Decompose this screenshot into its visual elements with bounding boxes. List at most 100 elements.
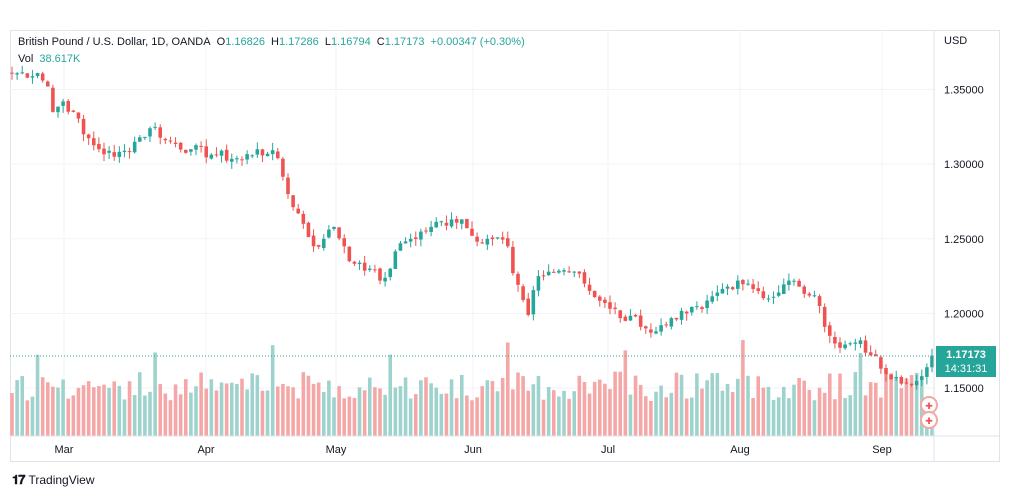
time-axis[interactable]: Mar Apr May Jun Jul Aug Sep <box>55 444 892 456</box>
volume-bar <box>362 390 367 436</box>
candle-body <box>194 145 198 150</box>
candle-body <box>582 272 587 284</box>
candle-body <box>199 145 203 147</box>
volume-bar <box>449 379 454 436</box>
candle-body <box>827 325 832 336</box>
volume-bar <box>720 390 725 436</box>
candle-body <box>894 376 899 379</box>
time-tick-label: Sep <box>872 444 892 456</box>
volume-bar <box>603 383 607 436</box>
candle-body <box>557 270 561 273</box>
volume-bar <box>577 375 582 436</box>
candle-body <box>71 110 76 112</box>
volume-bar <box>413 394 418 436</box>
volume-bar <box>674 372 679 436</box>
candle-body <box>495 237 500 239</box>
volume-bar <box>235 383 239 436</box>
candle-body <box>321 238 326 248</box>
candle-body <box>204 146 209 158</box>
volume-bar <box>270 345 275 436</box>
volume-bar <box>35 354 40 436</box>
candle-body <box>603 299 607 303</box>
volume-bar <box>490 381 495 436</box>
candle-body <box>459 219 464 224</box>
volume-bar <box>833 399 837 436</box>
volume-bars <box>10 340 934 436</box>
volume-bar <box>797 377 801 436</box>
candle-body <box>587 284 592 291</box>
volume-bar <box>240 378 244 436</box>
low-value: 1.16794 <box>330 36 371 48</box>
volume-bar <box>618 371 623 436</box>
candle-body <box>884 367 888 375</box>
candle-body <box>61 101 65 106</box>
candle-body <box>91 138 96 146</box>
volume-bar <box>378 388 382 436</box>
candle-body <box>925 367 929 377</box>
candle-body <box>332 226 336 229</box>
candle-body <box>771 296 776 298</box>
candle-body <box>229 158 234 162</box>
candle-body <box>112 152 117 157</box>
volume-bar <box>265 390 270 436</box>
candle-body <box>909 383 914 386</box>
volume-value: 38.617K <box>39 53 81 65</box>
candle-body <box>465 218 469 229</box>
volume-bar <box>838 373 842 436</box>
candle-body <box>444 222 449 226</box>
volume-bar <box>107 387 111 436</box>
candle-body <box>776 292 781 296</box>
candle-body <box>158 127 163 138</box>
candle-body <box>347 246 352 262</box>
volume-bar <box>224 383 229 436</box>
candles <box>10 65 934 390</box>
candle-body <box>291 195 295 208</box>
volume-bar <box>889 373 893 436</box>
bar-countdown: 14:31:31 <box>944 363 988 375</box>
volume-bar <box>132 394 137 436</box>
volume-bar <box>664 397 669 436</box>
candle-body <box>720 288 725 294</box>
volume-bar <box>393 387 398 436</box>
volume-bar <box>562 390 566 436</box>
candle-body <box>643 326 648 329</box>
volume-bar <box>245 389 249 436</box>
volume-bar <box>398 386 403 436</box>
candle-body <box>209 154 214 159</box>
volume-bar <box>163 393 168 436</box>
volume-bar <box>597 379 602 436</box>
volume-bar <box>848 395 853 436</box>
volume-bar <box>199 372 203 436</box>
volume-bar <box>546 386 551 436</box>
candle-body <box>914 381 919 386</box>
candle-body <box>730 287 735 290</box>
price-tick-label: 1.35000 <box>944 85 984 97</box>
volume-bar <box>250 373 255 436</box>
volume-label[interactable]: Vol <box>18 53 34 65</box>
candle-body <box>260 149 265 156</box>
volume-bar <box>15 380 19 436</box>
candle-body <box>551 271 556 273</box>
candle-body <box>362 262 367 271</box>
volume-bar <box>592 381 597 436</box>
volume-bar <box>255 375 260 436</box>
volume-bar <box>40 377 45 436</box>
footer[interactable]: 𝟏𝟕 TradingView <box>12 472 95 488</box>
volume-bar <box>567 398 571 436</box>
symbol-name[interactable]: British Pound / U.S. Dollar, 1D, OANDA <box>18 36 211 48</box>
close-label: C <box>376 36 385 48</box>
volume-bar <box>817 387 822 436</box>
price-axis[interactable]: 1.35000 1.30000 1.25000 1.20000 1.15000 <box>944 85 984 396</box>
volume-bar <box>117 385 122 436</box>
volume-bar <box>459 374 464 436</box>
candle-body <box>383 277 387 282</box>
volume-bar <box>76 387 81 436</box>
volume-bar <box>516 372 520 436</box>
candle-body <box>265 153 270 157</box>
price-tick-label: 1.15000 <box>944 383 984 395</box>
candle-body <box>505 238 510 247</box>
candle-body <box>577 271 582 274</box>
volume-bar <box>444 393 449 436</box>
volume-bar <box>168 400 173 436</box>
